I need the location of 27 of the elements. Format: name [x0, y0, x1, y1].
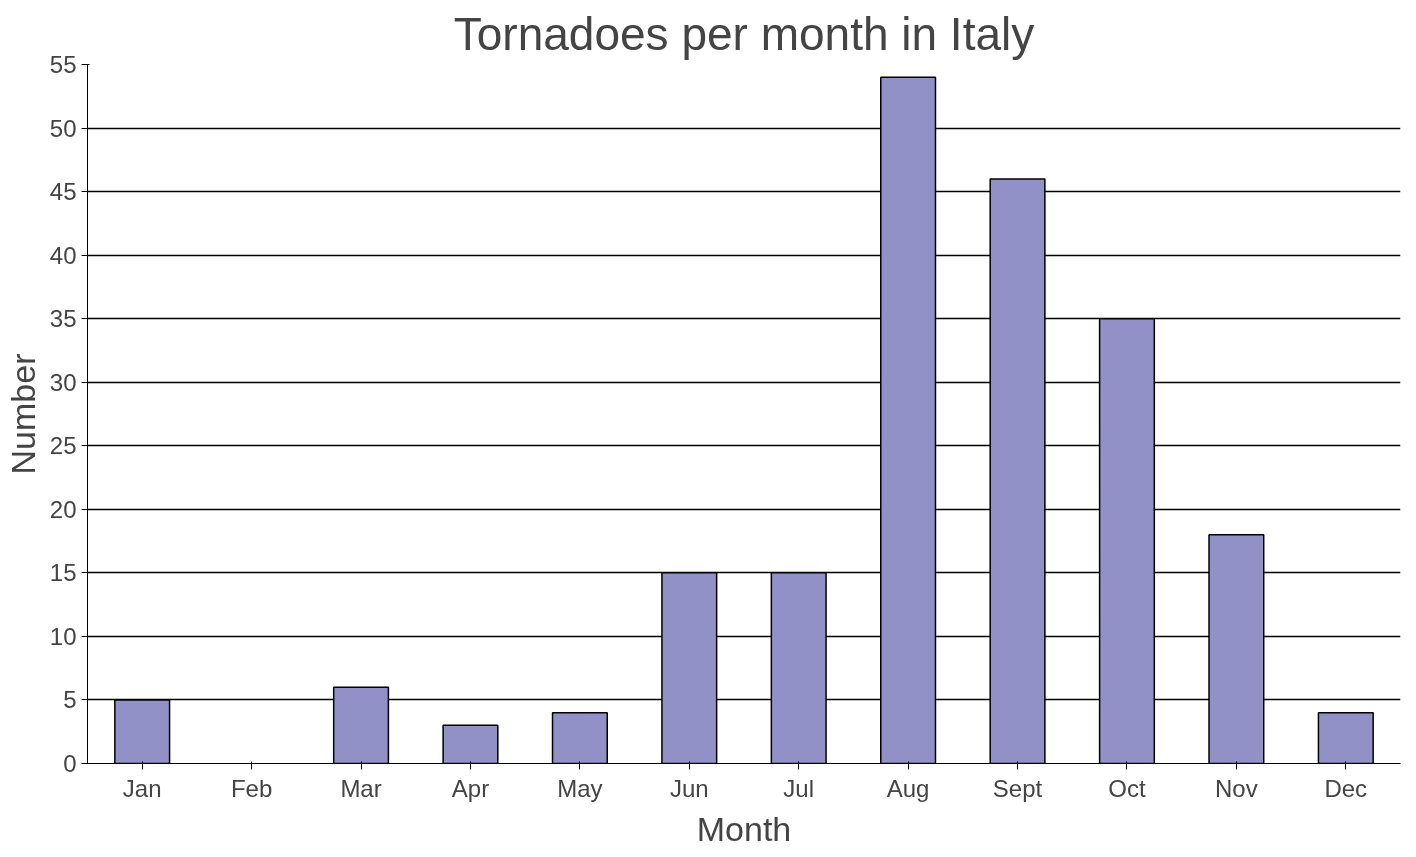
x-tick-label: Jun — [669, 774, 709, 802]
y-tick-label: 30 — [49, 368, 77, 396]
y-tick-label: 5 — [63, 686, 77, 714]
chart-title: Tornadoes per month in Italy — [453, 7, 1035, 60]
x-axis-title: Month — [696, 809, 792, 848]
x-tick-label: Feb — [230, 774, 273, 802]
y-tick-label: 35 — [49, 305, 77, 333]
y-tick-label: 15 — [49, 559, 77, 587]
y-tick-label: 55 — [49, 51, 77, 78]
y-tick-label: 40 — [49, 241, 77, 269]
y-tick-label: 20 — [49, 495, 77, 523]
x-tick-label: Jan — [122, 774, 162, 802]
y-tick-label: 25 — [49, 432, 77, 460]
y-tick-label: 10 — [49, 622, 77, 650]
x-tick-label: Jul — [783, 774, 815, 802]
y-axis-title: Number — [3, 353, 42, 475]
x-tick-label: Aug — [886, 774, 930, 802]
x-tick-label: Apr — [451, 774, 490, 802]
x-tick-label: Sept — [992, 774, 1043, 802]
x-tick-label: Nov — [1215, 774, 1258, 802]
x-tick-label: May — [557, 774, 603, 802]
x-tick-label: Dec — [1324, 774, 1368, 802]
y-tick-label: 0 — [63, 750, 77, 777]
y-tick-label: 45 — [49, 178, 77, 206]
x-tick-label: Mar — [340, 774, 382, 802]
x-tick-label: Oct — [1108, 774, 1146, 802]
y-tick-label: 50 — [49, 114, 77, 142]
